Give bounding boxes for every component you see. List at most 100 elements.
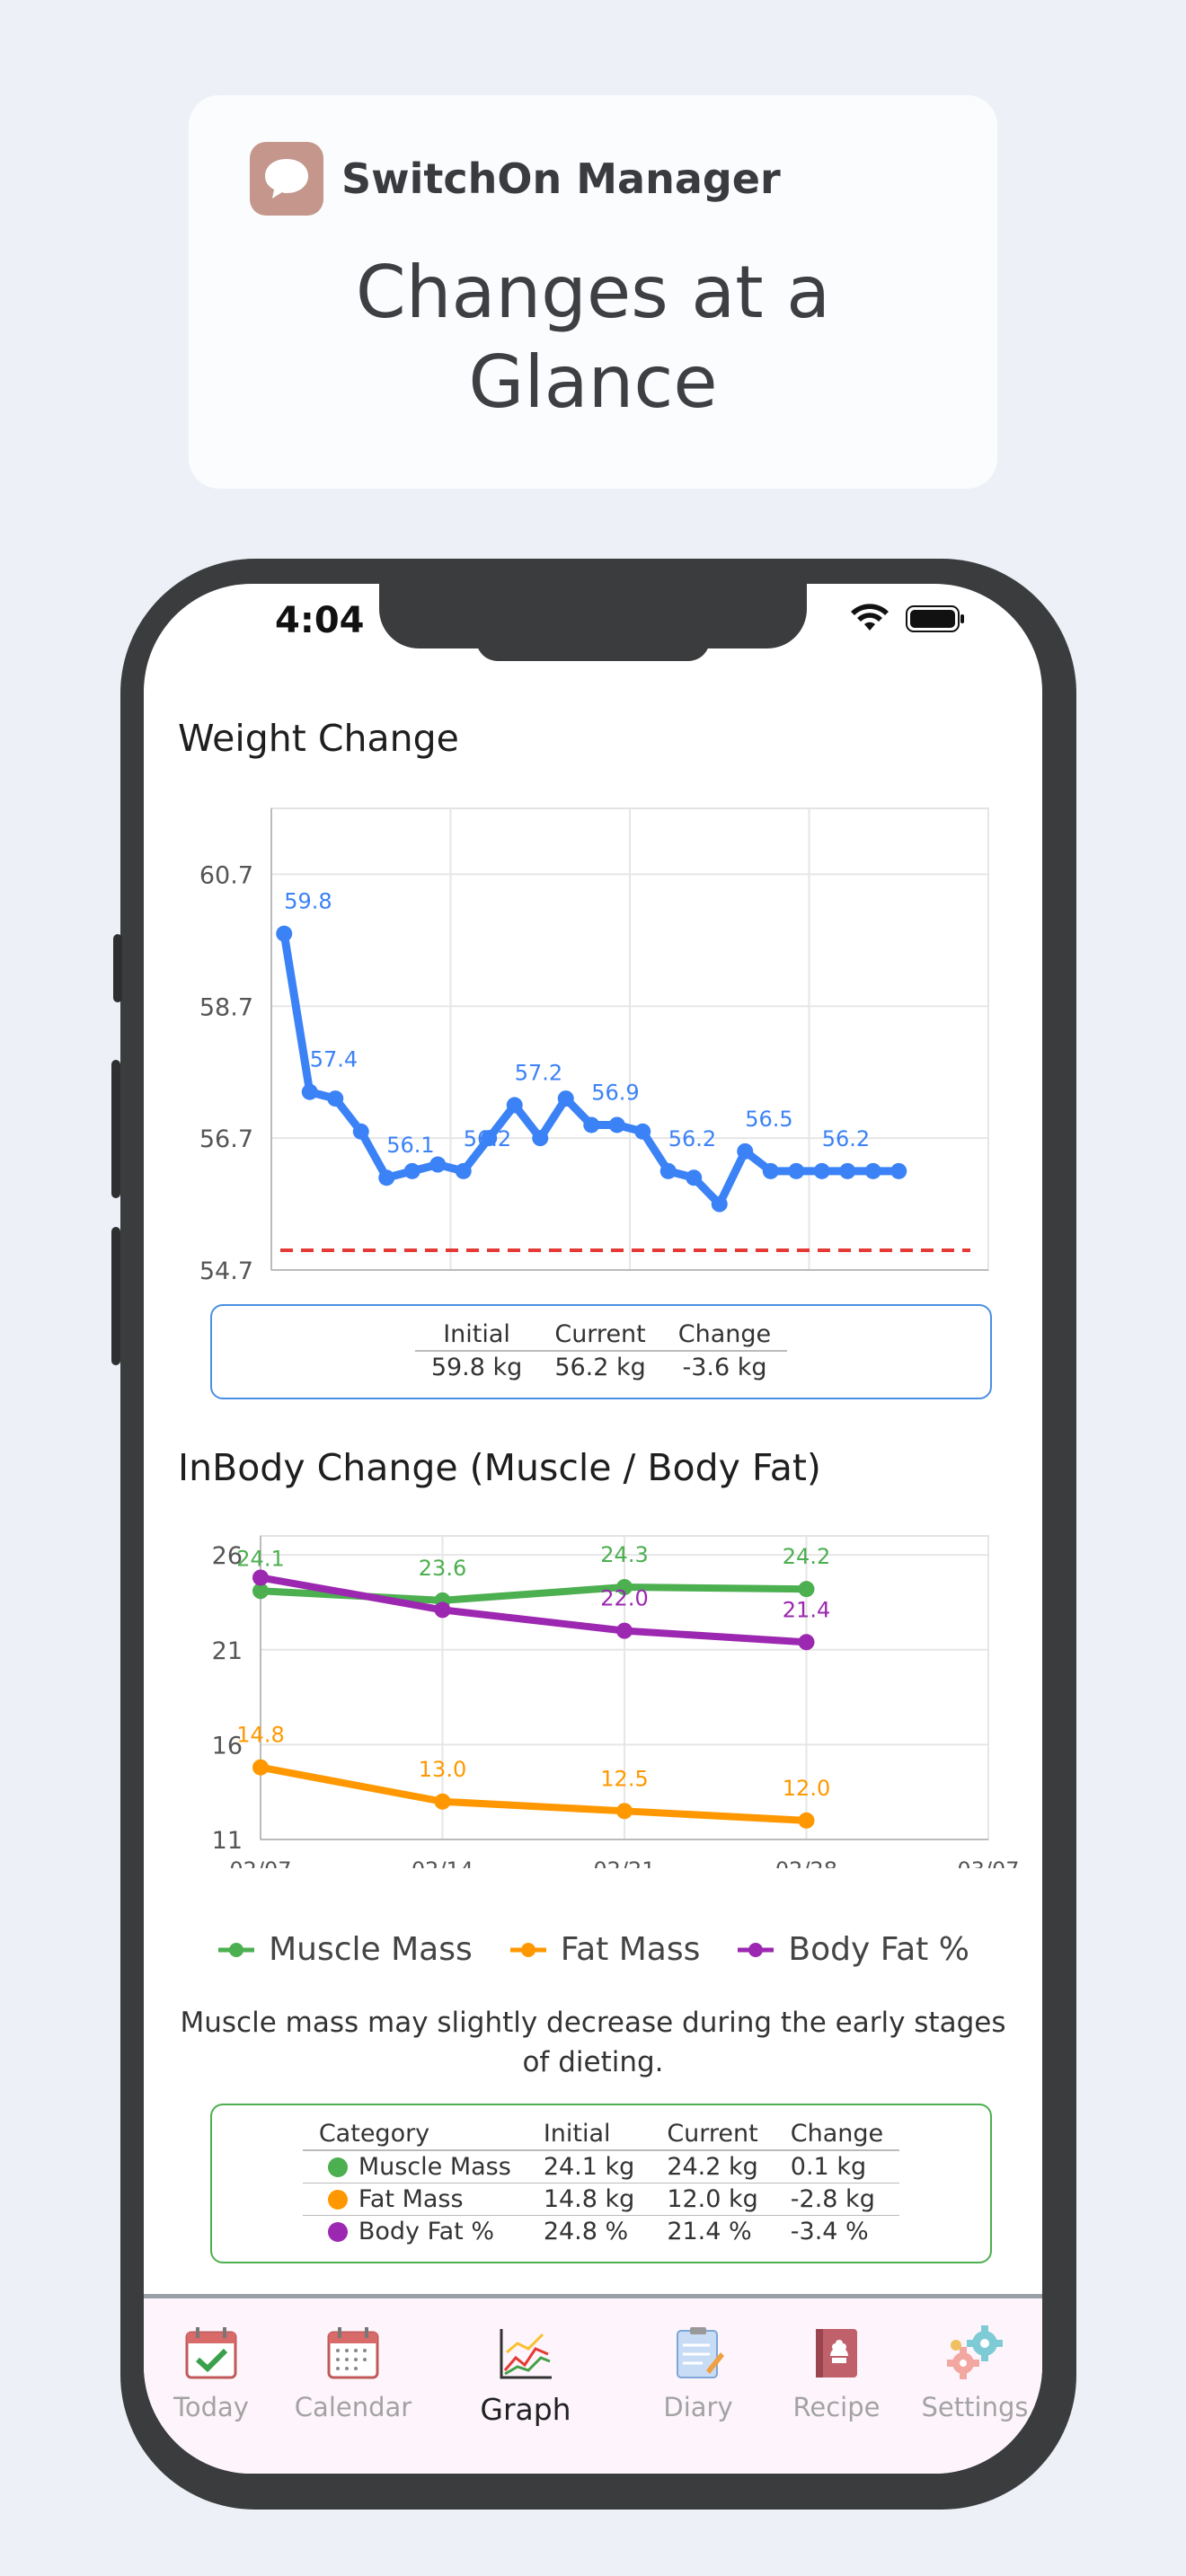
bodyfat-dot-icon: [327, 2222, 348, 2242]
inbody-data-label: 24.1: [236, 1546, 284, 1571]
status-time: 4:04: [275, 600, 365, 641]
weight-point: [686, 1169, 703, 1187]
weight-point: [429, 1156, 447, 1173]
weight-data-label: 56.2: [822, 1126, 870, 1151]
inbody-header-category: Category: [302, 2118, 527, 2151]
legend-item-muscle[interactable]: Muscle Mass: [217, 1931, 473, 1968]
row-current: 12.0 kg: [651, 2183, 774, 2216]
weight-summary-table: Initial Current Change 59.8 kg 56.2 kg -…: [414, 1319, 788, 1383]
tab-bar: Today Calendar: [144, 2294, 1042, 2474]
tab-settings[interactable]: Settings: [907, 2298, 1042, 2422]
gears-icon: [907, 2325, 1042, 2385]
inbody-x-tick: 02/21: [593, 1857, 655, 1868]
inbody-data-label: 14.8: [236, 1723, 284, 1748]
legend-item-bodyfat[interactable]: Body Fat %: [736, 1931, 969, 1968]
inbody-x-tick: 03/07: [957, 1857, 1019, 1868]
legend-item-fat[interactable]: Fat Mass: [509, 1931, 700, 1968]
notepad-icon: [631, 2325, 766, 2385]
weight-header-change: Change: [661, 1319, 788, 1352]
weight-point: [455, 1162, 472, 1179]
headline-line-2: Glance: [468, 340, 718, 424]
tab-today[interactable]: Today: [144, 2298, 279, 2422]
row-initial: 24.8 %: [543, 2218, 629, 2245]
legend-muscle-marker: [218, 1942, 255, 1957]
tab-label-calendar: Calendar: [294, 2392, 412, 2422]
inbody-point: [616, 1622, 633, 1639]
calendar-grid-icon: [286, 2325, 420, 2385]
weight-section-title: Weight Change: [178, 717, 459, 760]
tab-graph[interactable]: Graph: [458, 2298, 593, 2427]
inbody-point: [252, 1583, 269, 1600]
table-row: Fat Mass 14.8 kg 12.0 kg -2.8 kg: [302, 2183, 900, 2216]
phone-screen: 4:04 Weight Change 02/0702/1402/2102/280…: [144, 584, 1042, 2474]
weight-point: [403, 1162, 420, 1179]
inbody-y-tick: 26: [212, 1542, 243, 1570]
weight-header-initial: Initial: [414, 1319, 539, 1352]
weight-point: [583, 1116, 600, 1134]
calendar-check-icon: [144, 2325, 279, 2385]
wifi-icon: [851, 604, 889, 631]
inbody-data-label: 24.3: [600, 1542, 648, 1567]
weight-point: [608, 1116, 625, 1134]
weight-data-label: 56.5: [745, 1107, 792, 1132]
weight-point: [352, 1123, 369, 1140]
promo-card: SwitchOn Manager Changes at a Glance: [189, 95, 997, 489]
row-name: Muscle Mass: [358, 2153, 511, 2181]
line-graph-icon: [458, 2325, 593, 2385]
row-current: 21.4 %: [667, 2218, 752, 2245]
table-row: Body Fat % 24.8 % 21.4 % -3.4 %: [303, 2216, 899, 2248]
inbody-data-label: 13.0: [419, 1757, 466, 1782]
weight-point: [890, 1162, 907, 1179]
fat-dot-icon: [327, 2190, 348, 2210]
legend-bodyfat-marker: [738, 1942, 774, 1957]
tab-label-graph: Graph: [480, 2392, 571, 2427]
inbody-header-current: Current: [651, 2118, 774, 2151]
inbody-point: [252, 1759, 269, 1776]
volume-down-button: [111, 1227, 120, 1365]
weight-point: [788, 1162, 805, 1179]
inbody-header-change: Change: [774, 2118, 900, 2151]
weight-data-label: 57.2: [515, 1060, 562, 1085]
inbody-header-initial: Initial: [527, 2118, 651, 2151]
weight-point: [839, 1162, 856, 1179]
tab-recipe[interactable]: Recipe: [769, 2298, 904, 2422]
inbody-point: [434, 1601, 451, 1619]
inbody-data-label: 12.5: [600, 1766, 648, 1791]
inbody-data-label: 12.0: [783, 1776, 830, 1801]
inbody-data-label: 22.0: [600, 1586, 648, 1611]
tab-calendar[interactable]: Calendar: [286, 2298, 420, 2422]
inbody-point: [798, 1634, 815, 1651]
tab-diary[interactable]: Diary: [631, 2298, 766, 2422]
weight-point: [276, 925, 293, 942]
inbody-x-tick: 02/14: [412, 1857, 474, 1868]
app-name: SwitchOn Manager: [341, 154, 781, 203]
weight-value-current: 56.2 kg: [554, 1354, 646, 1381]
inbody-chart: 02/07 02/14 02/21 02/28 03/07 26 21 16 11 24.1 23.…: [212, 1535, 1020, 1868]
tab-label-recipe: Recipe: [792, 2392, 881, 2422]
inbody-legend: Muscle Mass Fat Mass Body Fat %: [144, 1931, 1042, 1968]
row-change: 0.1 kg: [774, 2150, 900, 2183]
weight-point: [737, 1142, 754, 1160]
inbody-point: [616, 1579, 633, 1596]
inbody-y-tick: 11: [212, 1827, 243, 1855]
inbody-point: [616, 1803, 633, 1820]
inbody-x-tick: 02/28: [775, 1857, 837, 1868]
inbody-note: Muscle mass may slightly decrease during…: [180, 2007, 1006, 2078]
weight-point: [378, 1169, 395, 1187]
headline-line-1: Changes at a: [355, 251, 831, 334]
mute-switch: [113, 934, 122, 1002]
row-category: Body Fat %: [303, 2216, 527, 2248]
inbody-point: [798, 1581, 815, 1598]
weight-y-tick: 56.7: [199, 1125, 253, 1153]
weight-point: [481, 1130, 498, 1147]
row-initial: 24.1 kg: [527, 2150, 651, 2183]
weight-data-label: 56.2: [464, 1126, 511, 1151]
inbody-data-label: 23.6: [419, 1556, 466, 1581]
weight-value-initial: 59.8 kg: [430, 1354, 523, 1381]
weight-point: [532, 1130, 549, 1147]
legend-label-muscle: Muscle Mass: [269, 1931, 473, 1968]
weight-point: [813, 1162, 830, 1179]
inbody-data-label: 21.4: [783, 1597, 830, 1622]
weight-data-label: 59.8: [284, 889, 332, 914]
notch: [379, 584, 807, 648]
